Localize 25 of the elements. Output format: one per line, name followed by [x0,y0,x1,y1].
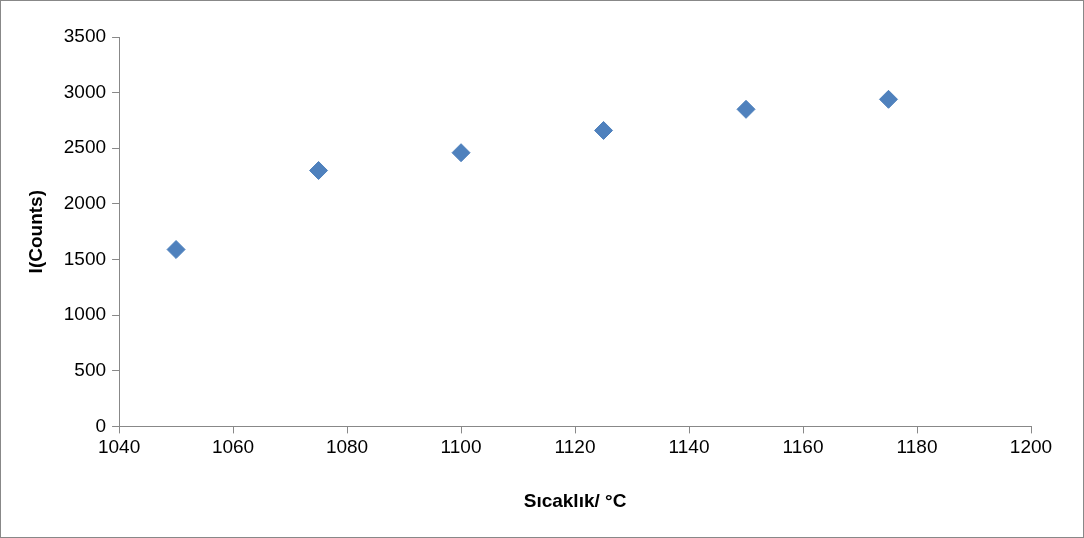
point [451,143,471,163]
x-tick-label: 1160 [782,436,824,458]
x-tick-label: 1060 [211,436,255,458]
y-tick-label: 1000 [63,303,107,325]
point [736,99,756,119]
y-tick-label: 500 [74,359,107,381]
x-tick-label: 1200 [1009,436,1053,458]
x-tick-label: 1120 [554,436,596,458]
x-tick-label: 1080 [325,436,369,458]
y-tick-label: 1500 [63,247,107,269]
x-axis-title: Sıcaklık/ °C [523,489,627,511]
x-tick-label: 1100 [440,436,482,458]
y-tick-label: 3000 [63,80,107,102]
x-tick-label: 1040 [97,436,141,458]
y-axis-title: I(Counts) [24,190,46,274]
x-tick-label: 1180 [896,436,938,458]
y-tick-label: 0 [95,414,107,436]
point [309,161,329,181]
point [879,89,899,109]
x-tick-label: 1140 [668,436,710,458]
y-tick-label: 3500 [63,25,107,47]
point [166,240,186,259]
y-tick-label: 2000 [63,192,107,214]
y-tick-label: 2500 [63,136,107,158]
point [594,120,614,140]
